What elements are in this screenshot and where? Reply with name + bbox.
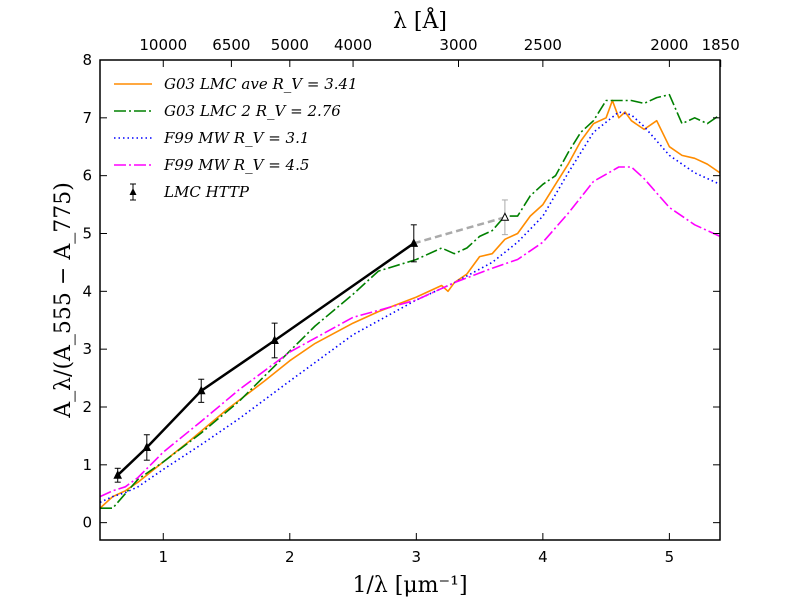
x-tick-3: 3 (412, 533, 422, 566)
legend: G03 LMC ave R_V = 3.41 G03 LMC 2 R_V = 2.… (114, 75, 358, 201)
plot-frame (99, 59, 721, 541)
legend-marker (129, 188, 137, 195)
top-tick-label: 2000 (650, 36, 688, 54)
y-axis-label: A_λ/(A_555 − A_775) (51, 182, 76, 419)
legend-label: LMC HTTP (163, 183, 250, 201)
top-tick-label: 2500 (524, 36, 562, 54)
x-tick-label: 1 (158, 548, 168, 566)
x-tick-label: 3 (412, 548, 422, 566)
top-axis-label: λ [Å] (393, 6, 447, 34)
top-tick-label: 10000 (139, 36, 187, 54)
extrapolated-line (413, 216, 506, 245)
y-tick-0: 0 (82, 514, 720, 532)
axes: 1 2 3 4 5 0 1 2 3 4 5 6 7 8 10000 6500 5000 4000 3000 2500 2… (82, 36, 739, 566)
x-tick-label: 2 (285, 548, 295, 566)
y-tick-1: 1 (82, 456, 720, 474)
observation-point-1-marker (113, 470, 123, 479)
y-tick-4: 4 (82, 282, 720, 300)
top-tick-5000: 5000 (271, 36, 309, 67)
top-tick-label: 6500 (212, 36, 250, 54)
top-tick-label: 4000 (334, 36, 372, 54)
y-tick-label: 8 (82, 51, 92, 69)
y-tick-label: 4 (82, 282, 92, 300)
observation-point-2-marker (142, 442, 152, 451)
series-line-4 (100, 166, 720, 498)
observation-point-5-marker (409, 238, 419, 247)
observation-point-3-marker (196, 385, 206, 395)
x-tick-label: 5 (665, 548, 675, 566)
legend-item-3: F99 MW R_V = 3.1 (114, 129, 309, 147)
top-tick-label: 3000 (439, 36, 477, 54)
x-tick-1: 1 (158, 533, 168, 566)
x-tick-4: 4 (538, 533, 548, 566)
legend-label: F99 MW R_V = 4.5 (163, 156, 309, 174)
plot-area (100, 93, 720, 510)
extrapolated-point-marker (500, 212, 510, 221)
y-tick-8: 8 (82, 51, 720, 69)
legend-item-2: G03 LMC 2 R_V = 2.76 (114, 102, 341, 120)
x-tick-2: 2 (285, 533, 295, 566)
y-tick-label: 3 (82, 340, 92, 358)
legend-label: G03 LMC 2 R_V = 2.76 (164, 102, 341, 120)
y-tick-label: 2 (82, 398, 92, 416)
top-tick-label: 1850 (702, 36, 740, 54)
x-tick-label: 4 (538, 548, 548, 566)
y-tick-2: 2 (82, 398, 720, 416)
top-tick-label: 5000 (271, 36, 309, 54)
y-tick-label: 6 (82, 167, 92, 185)
top-tick-6500: 6500 (212, 36, 250, 67)
legend-item-1: G03 LMC ave R_V = 3.41 (114, 75, 358, 93)
y-tick-5: 5 (82, 224, 720, 242)
y-tick-6: 6 (82, 167, 720, 185)
observation-point-4-marker (270, 335, 279, 344)
top-tick-4000: 4000 (334, 36, 372, 67)
x-axis-label: 1/λ [μm⁻¹] (352, 573, 467, 598)
y-tick-3: 3 (82, 340, 720, 358)
top-tick-2500: 2500 (524, 36, 562, 67)
y-tick-label: 1 (82, 456, 92, 474)
x-tick-5: 5 (665, 533, 675, 566)
legend-item-4: F99 MW R_V = 4.5 (114, 156, 309, 174)
top-tick-2000: 2000 (650, 36, 688, 67)
legend-label: F99 MW R_V = 3.1 (163, 129, 309, 147)
top-tick-3000: 3000 (439, 36, 478, 67)
series-line-1 (100, 99, 720, 509)
y-tick-label: 5 (82, 224, 92, 242)
legend-label: G03 LMC ave R_V = 3.41 (164, 75, 358, 93)
top-tick-10000: 10000 (139, 36, 187, 67)
legend-item-observations: LMC HTTP (129, 183, 250, 201)
y-tick-7: 7 (82, 109, 720, 127)
y-tick-label: 7 (82, 109, 92, 127)
top-tick-1850: 1850 (702, 36, 740, 67)
plot-clipped-group (100, 93, 720, 510)
axis-labels: 1/λ [μm⁻¹] A_λ/(A_555 − A_775) λ [Å] (51, 6, 468, 598)
y-tick-label: 0 (82, 514, 92, 532)
